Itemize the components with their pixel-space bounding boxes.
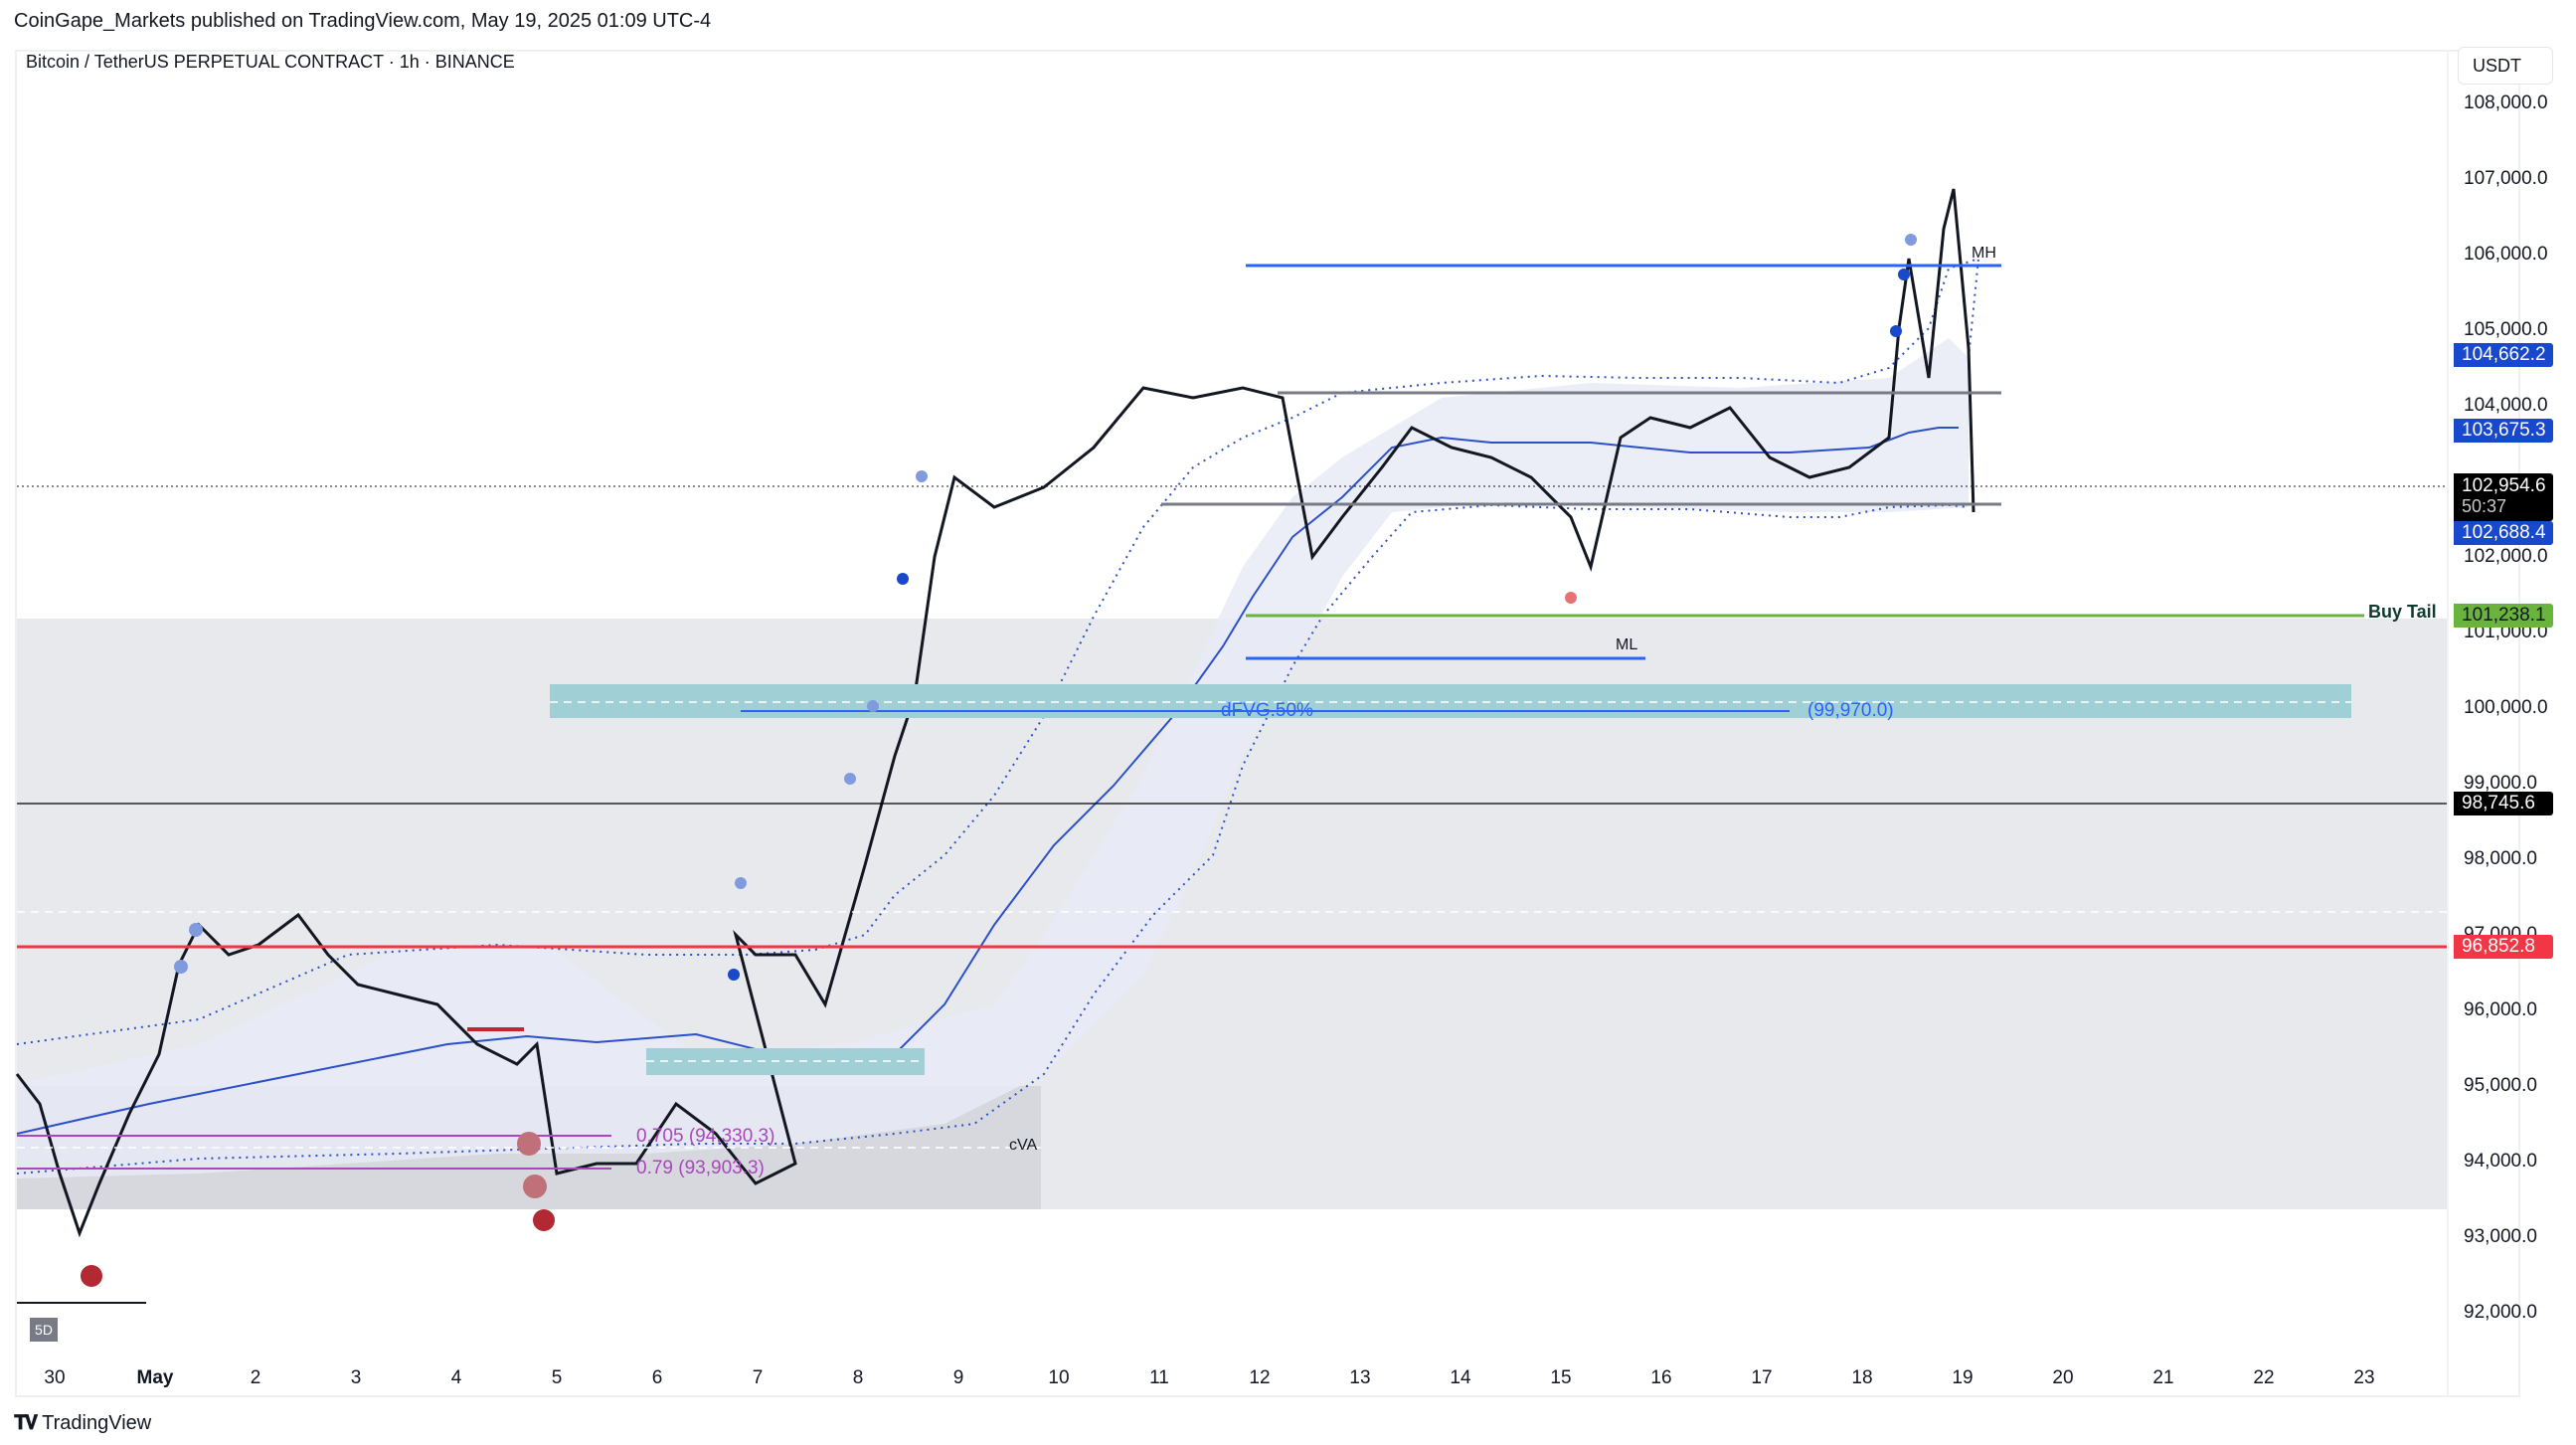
price-label-buy-tail: 101,238.1 xyxy=(2454,604,2553,628)
bar-countdown: 50:37 xyxy=(2462,496,2507,516)
whale-dot xyxy=(174,960,188,974)
last-price-label: 102,954.6 50:37 xyxy=(2454,473,2553,521)
time-tick: 17 xyxy=(1751,1367,1773,1388)
price-tick: 96,000.0 xyxy=(2464,999,2537,1020)
buy-tail-label: Buy Tail xyxy=(2368,602,2437,622)
price-tick: 107,000.0 xyxy=(2464,168,2548,189)
time-tick: 5 xyxy=(551,1367,563,1388)
time-tick: 23 xyxy=(2353,1367,2375,1388)
price-tick: 102,000.0 xyxy=(2464,546,2548,567)
time-tick: 16 xyxy=(1650,1367,1672,1388)
time-tick: 19 xyxy=(1952,1367,1974,1388)
price-tick: 93,000.0 xyxy=(2464,1226,2537,1247)
price-axis-divider xyxy=(2447,50,2449,1397)
price-tick: 95,000.0 xyxy=(2464,1075,2537,1096)
tradingview-logo[interactable]: 𝐓𝐕 TradingView xyxy=(14,1412,151,1435)
time-tick: 15 xyxy=(1550,1367,1572,1388)
tradingview-wordmark: TradingView xyxy=(42,1412,152,1434)
price-tick: 94,000.0 xyxy=(2464,1151,2537,1172)
time-tick: 18 xyxy=(1851,1367,1873,1388)
dfvg-zone xyxy=(550,684,2351,718)
price-tick: 108,000.0 xyxy=(2464,92,2548,113)
time-tick: 8 xyxy=(852,1367,864,1388)
liquidation-dot xyxy=(523,1174,547,1198)
price-label-102688: 102,688.4 xyxy=(2454,521,2553,545)
liquidation-dot xyxy=(533,1209,555,1231)
whale-dot xyxy=(844,773,856,785)
whale-dot xyxy=(867,700,879,712)
time-tick: 6 xyxy=(651,1367,663,1388)
time-tick: 13 xyxy=(1349,1367,1371,1388)
time-tick: 7 xyxy=(752,1367,764,1388)
time-tick: 22 xyxy=(2253,1367,2275,1388)
range-badge-5d[interactable]: 5D xyxy=(30,1318,58,1342)
price-tick: 99,000.0 xyxy=(2464,773,2537,794)
liquidation-dot xyxy=(1565,592,1577,604)
time-tick: 12 xyxy=(1249,1367,1271,1388)
cva-label: cVA xyxy=(1009,1137,1038,1154)
whale-dot xyxy=(1905,234,1917,246)
whale-dot xyxy=(728,969,740,981)
dfvg-value-label: (99,970.0) xyxy=(1807,700,1894,721)
price-tick: 92,000.0 xyxy=(2464,1302,2537,1323)
last-price-value: 102,954.6 xyxy=(2462,475,2546,496)
fib-0705-label: 0.705 (94,330.3) xyxy=(636,1126,775,1147)
price-tick: 106,000.0 xyxy=(2464,244,2548,265)
time-tick: 14 xyxy=(1450,1367,1471,1388)
ml-label: ML xyxy=(1616,636,1638,653)
tradingview-logo-icon: 𝐓𝐕 xyxy=(14,1412,38,1434)
price-tick: 100,000.0 xyxy=(2464,697,2548,718)
time-tick: 11 xyxy=(1149,1367,1169,1388)
time-tick: 4 xyxy=(450,1367,462,1388)
whale-dot xyxy=(916,470,928,482)
time-tick: 2 xyxy=(250,1367,261,1388)
price-path xyxy=(15,188,1975,1238)
time-tick: May xyxy=(136,1367,174,1388)
time-tick: 3 xyxy=(350,1367,362,1388)
bollinger-lower xyxy=(16,503,1970,1174)
time-tick: 10 xyxy=(1048,1367,1070,1388)
liquidation-dot xyxy=(81,1265,102,1287)
price-label-103675: 103,675.3 xyxy=(2454,419,2553,443)
currency-button[interactable]: USDT xyxy=(2458,47,2553,85)
whale-dot xyxy=(735,877,747,889)
price-label-104662: 104,662.2 xyxy=(2454,343,2553,367)
liquidation-dot xyxy=(517,1132,541,1156)
time-tick: 30 xyxy=(44,1367,66,1388)
time-tick: 21 xyxy=(2152,1367,2174,1388)
whale-dot xyxy=(189,923,203,937)
fib-079-label: 0.79 (93,903.3) xyxy=(636,1158,765,1178)
mh-label: MH xyxy=(1972,245,1996,262)
price-tick: 98,000.0 xyxy=(2464,848,2537,869)
time-tick: 20 xyxy=(2052,1367,2074,1388)
time-tick: 9 xyxy=(952,1367,964,1388)
publisher-line: CoinGape_Markets published on TradingVie… xyxy=(14,10,712,32)
price-label-98745: 98,745.6 xyxy=(2454,792,2553,815)
price-tick: 105,000.0 xyxy=(2464,319,2548,340)
whale-dot xyxy=(1890,325,1902,337)
symbol-title: Bitcoin / TetherUS PERPETUAL CONTRACT · … xyxy=(26,52,515,72)
whale-dot xyxy=(897,573,909,585)
whale-dot xyxy=(1898,269,1910,280)
price-label-96852: 96,852.8 xyxy=(2454,935,2553,959)
bollinger-basis xyxy=(16,427,1959,1135)
price-tick: 104,000.0 xyxy=(2464,395,2548,416)
dfvg-label: dFVG.50% xyxy=(1221,700,1313,721)
bollinger-fill xyxy=(17,338,1969,1178)
